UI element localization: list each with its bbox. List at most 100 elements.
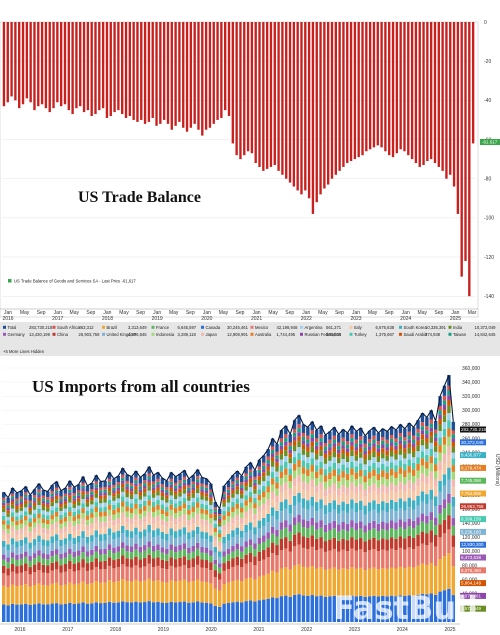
imports-bar-segment (178, 483, 182, 486)
imports-bar-segment (182, 601, 187, 622)
imports-bar-segment (447, 405, 451, 414)
imports-bar-segment (217, 523, 222, 527)
imports-bar-segment (121, 487, 125, 492)
imports-bar-segment (32, 505, 37, 510)
trade-balance-x-tick-month: Jan (54, 310, 62, 316)
imports-bar-segment (447, 479, 451, 494)
imports-bar-segment (107, 528, 112, 536)
imports-bar-segment (359, 567, 363, 596)
imports-bar-segment (411, 548, 416, 568)
imports-bar-segment (314, 568, 319, 597)
trade-balance-bar (48, 22, 51, 113)
imports-bar-segment (217, 573, 222, 580)
imports-bar-segment (121, 480, 125, 484)
imports-bar-segment (103, 492, 107, 496)
imports-bar-segment (15, 525, 19, 531)
more-lines-note[interactable]: +5 More Lines Hidden (3, 349, 45, 354)
imports-bar-segment (103, 498, 107, 503)
imports-bar-segment (63, 493, 68, 497)
imports-bar-segment (156, 528, 160, 536)
imports-bar-segment (195, 469, 200, 477)
imports-bar-segment (24, 520, 28, 526)
imports-bar-segment (345, 523, 350, 532)
imports-bar-segment (213, 570, 218, 578)
imports-bar-segment (438, 424, 442, 431)
imports-bar-segment (112, 602, 116, 622)
imports-bar-segment (19, 504, 24, 508)
imports-bar-segment (288, 551, 292, 570)
imports-bar-segment (403, 477, 407, 485)
imports-bar-segment (376, 503, 381, 513)
trade-balance-bar (220, 22, 223, 118)
imports-bar-segment (235, 477, 240, 481)
imports-bar-segment (178, 545, 182, 551)
imports-bar-segment (359, 463, 363, 470)
imports-value-badge-label: 8,075,460 (461, 568, 482, 573)
imports-bar-segment (165, 511, 169, 517)
trade-balance-bar (326, 22, 330, 185)
imports-bar-segment (359, 427, 363, 437)
imports-bar-segment (160, 602, 165, 622)
imports-bar-segment (121, 506, 125, 513)
legend-series-value: 283,730.218 (29, 325, 53, 330)
imports-bar-segment (68, 527, 72, 534)
imports-bar-segment (372, 520, 376, 529)
imports-value-badge-label: 7,745,068 (461, 478, 482, 483)
imports-bar-segment (253, 556, 257, 566)
imports-bar-segment (420, 473, 425, 482)
imports-bar-segment (451, 446, 456, 453)
imports-bar-segment (28, 495, 32, 501)
imports-bar-segment (425, 438, 429, 443)
imports-bar-segment (411, 509, 416, 521)
imports-bar-segment (138, 495, 143, 500)
imports-bar-segment (447, 553, 451, 589)
imports-bar-segment (156, 550, 160, 558)
imports-bar-segment (240, 498, 244, 503)
imports-bar-segment (425, 476, 429, 485)
imports-bar-segment (301, 467, 306, 474)
imports-bar-segment (354, 443, 359, 448)
imports-bar-segment (257, 489, 262, 495)
trade-balance-bar (2, 22, 6, 107)
legend-swatch (201, 332, 204, 336)
imports-bar-segment (262, 509, 266, 518)
imports-bar-segment (376, 444, 381, 449)
imports-bar-segment (240, 581, 244, 603)
imports-bar-segment (112, 582, 116, 603)
imports-bar-segment (359, 476, 363, 484)
imports-bar-segment (165, 489, 169, 493)
imports-bar-segment (407, 535, 411, 548)
trade-balance-bar (300, 22, 303, 195)
imports-bar-segment (345, 551, 350, 570)
imports-bar-segment (182, 479, 187, 483)
imports-bar-segment (323, 514, 328, 525)
imports-bar-segment (160, 525, 165, 533)
imports-bar-segment (341, 464, 345, 472)
imports-bar-segment (314, 596, 319, 622)
imports-bar-segment (63, 512, 68, 517)
imports-bar-segment (98, 603, 103, 622)
trade-balance-bar (59, 22, 63, 107)
imports-bar-segment (103, 511, 107, 517)
imports-bar-segment (72, 537, 76, 545)
imports-bar-segment (59, 533, 63, 540)
imports-bar-segment (204, 553, 209, 561)
imports-bar-segment (15, 547, 19, 555)
imports-bar-segment (341, 448, 345, 454)
imports-bar-segment (262, 462, 266, 466)
imports-bar-segment (381, 529, 385, 539)
trade-balance-x-tick-month: Jan (352, 310, 360, 316)
imports-bar-segment (310, 496, 314, 507)
legend-swatch (448, 325, 452, 329)
imports-bar-segment (68, 506, 72, 512)
imports-bar-segment (98, 503, 103, 508)
legend-series-name: Canada (206, 325, 221, 330)
imports-bar-segment (350, 508, 354, 521)
imports-bar-segment (314, 485, 319, 493)
imports-bar-segment (204, 496, 209, 501)
imports-bar-segment (398, 424, 403, 433)
imports-bar-segment (107, 521, 112, 529)
trade-balance-bar (193, 22, 196, 124)
trade-balance-bar (471, 22, 475, 144)
imports-bar-segment (438, 437, 442, 446)
